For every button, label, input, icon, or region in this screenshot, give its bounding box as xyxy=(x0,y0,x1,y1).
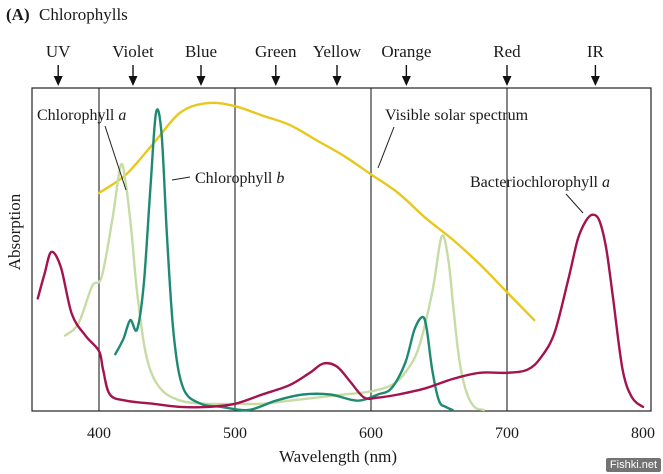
annotation-label-chlorophyll-a: Chlorophyll a xyxy=(37,107,126,124)
annotation-italic-letter: a xyxy=(602,174,610,191)
band-label-ir: IR xyxy=(587,42,605,61)
annotation-italic-letter: a xyxy=(118,107,126,124)
band-label-green: Green xyxy=(255,42,297,61)
panel-label: (A) xyxy=(6,5,30,24)
annotation-text: Chlorophyll xyxy=(37,107,118,124)
x-tick-label: 600 xyxy=(359,425,383,442)
annotation-text: Visible solar spectrum xyxy=(385,107,529,124)
annotation-leader-line xyxy=(171,176,191,181)
series-line-chlorophyll-a xyxy=(63,162,486,412)
annotation-label-bacteriochlorophyll-a: Bacteriochlorophyll a xyxy=(470,174,610,191)
down-arrow-icon xyxy=(332,76,342,86)
plot-frame xyxy=(31,87,652,412)
x-tick-label: 500 xyxy=(223,425,247,442)
series-line-visible-solar-spectrum xyxy=(97,101,536,322)
figure-title: Chlorophylls xyxy=(39,5,128,24)
annotation-leader-line xyxy=(377,126,395,169)
series-line-chlorophyll-b xyxy=(114,108,454,412)
x-tick-label: 800 xyxy=(631,425,655,442)
down-arrow-icon xyxy=(271,76,281,86)
x-axis-label: Wavelength (nm) xyxy=(279,447,397,466)
down-arrow-icon xyxy=(401,76,411,86)
x-tick-label: 700 xyxy=(495,425,519,442)
band-label-red: Red xyxy=(493,42,521,61)
band-label-blue: Blue xyxy=(185,42,217,61)
down-arrow-icon xyxy=(502,76,512,86)
band-label-violet: Violet xyxy=(112,42,154,61)
y-axis-label: Absorption xyxy=(5,193,24,270)
down-arrow-icon xyxy=(128,76,138,86)
annotation-label-chlorophyll-b: Chlorophyll b xyxy=(195,170,284,187)
annotation-leader-line xyxy=(104,125,127,191)
down-arrow-icon xyxy=(53,76,63,86)
band-label-yellow: Yellow xyxy=(313,42,362,61)
annotation-leader-line xyxy=(565,193,584,214)
annotation-label-visible-solar-spectrum: Visible solar spectrum xyxy=(385,107,529,124)
annotation-text: Bacteriochlorophyll xyxy=(470,174,602,191)
down-arrow-icon xyxy=(590,76,600,86)
annotation-text: Chlorophyll xyxy=(195,170,276,187)
band-label-orange: Orange xyxy=(381,42,431,61)
x-tick-label: 400 xyxy=(87,425,111,442)
down-arrow-icon xyxy=(196,76,206,86)
series-line-bacteriochlorophyll-a xyxy=(36,213,645,409)
annotation-italic-letter: b xyxy=(276,170,284,187)
band-label-uv: UV xyxy=(46,42,71,61)
watermark: Fishki.net xyxy=(605,458,661,472)
